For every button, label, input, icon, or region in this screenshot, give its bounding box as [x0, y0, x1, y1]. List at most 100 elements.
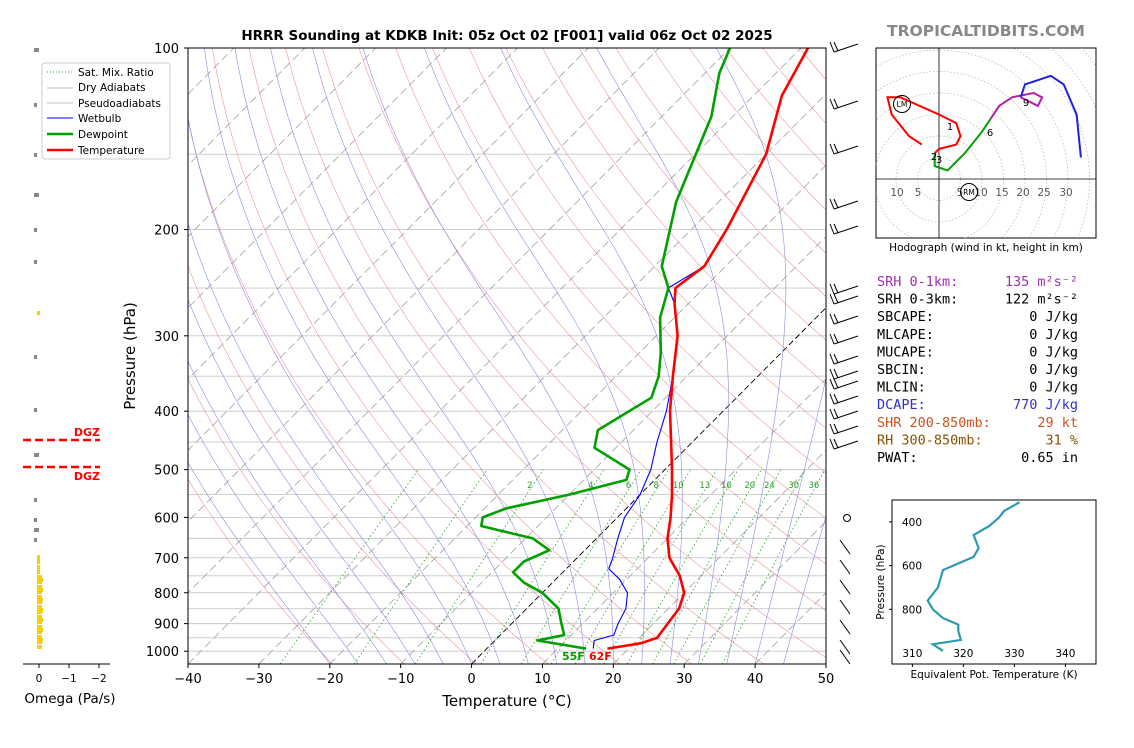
barb-flag: [833, 143, 839, 154]
hodograph-ring-label: 15: [995, 187, 1008, 199]
omega-bar: [34, 153, 37, 157]
stat-label: DCAPE:: [877, 397, 926, 413]
moist-adiabat: [234, 48, 529, 664]
dry-adiabat: [358, 48, 826, 611]
omega-tick-label: −1: [61, 673, 76, 685]
legend-entry-pseudo: Pseudoadiabats: [47, 98, 161, 110]
legend-entry-dry: Dry Adiabats: [47, 82, 146, 94]
hodograph-height-label: 2: [931, 152, 937, 163]
storm-motion-label: RM: [963, 188, 975, 197]
isotherm-line: [471, 307, 826, 664]
barb-flag: [833, 313, 839, 324]
stat-label: SHR 200-850mb:: [877, 415, 991, 431]
dry-adiabat: [188, 478, 333, 664]
stat-value: 122 m²s⁻²: [1005, 292, 1078, 308]
x-tick-label: −10: [387, 672, 414, 687]
barb-flag: [833, 368, 839, 379]
omega-bar: [37, 555, 40, 559]
barb-flag: [829, 41, 835, 53]
isotherm-line: [188, 48, 447, 309]
isotherm-line: [329, 164, 826, 664]
temperature-profile: [607, 48, 810, 650]
hodograph-ring-label: 5: [957, 187, 964, 199]
theta-e-plot: [926, 501, 1021, 652]
mixing-ratio-labels: 2 4 6 8 10 13 16 20 24 30 36: [527, 481, 819, 491]
dry-adiabat: [395, 48, 826, 565]
stat-value: 0.65 in: [1021, 450, 1078, 466]
mixing-ratio-label: 10: [673, 481, 684, 491]
wind-barb: [829, 353, 859, 365]
omega-bar: [37, 580, 42, 584]
isotherm-line: [188, 48, 589, 451]
dry-adiabat: [188, 378, 405, 664]
mixing-ratio-label: 20: [744, 481, 755, 491]
omega-bar: [37, 610, 42, 614]
barb-flag: [829, 283, 835, 295]
omega-bar: [34, 48, 39, 52]
mixing-ratio-label: 36: [808, 481, 819, 491]
barb-flag: [829, 408, 835, 420]
svg-text:Wetbulb: Wetbulb: [78, 113, 122, 125]
x-tick-label: −30: [245, 672, 272, 687]
hodograph-segment: [989, 91, 1044, 120]
omega-bar: [34, 528, 39, 532]
omega-bar: [34, 518, 37, 522]
stat-value: 0 J/kg: [1029, 362, 1078, 378]
barb-flag: [833, 423, 839, 434]
omega-bar: [34, 260, 37, 264]
omega-bar: [37, 600, 42, 604]
y-tick-label: 200: [154, 224, 179, 239]
omega-bar: [34, 408, 37, 412]
wind-barb: [829, 223, 859, 235]
hodograph-height-label: 3: [936, 155, 942, 166]
theta-e-xlabel: Equivalent Pot. Temperature (K): [910, 669, 1077, 681]
barb-flag: [833, 41, 839, 52]
barb-flag: [829, 293, 835, 305]
legend-entry-wetbulb: Wetbulb: [47, 113, 122, 125]
x-tick-label: 40: [747, 672, 764, 687]
isotherm-line: [542, 378, 826, 664]
dry-adiabat: [578, 48, 826, 341]
hodograph-ring-label: 20: [1016, 187, 1029, 199]
stat-label: MLCIN:: [877, 380, 926, 396]
omega-bar: [37, 585, 42, 589]
dry-adiabat: [285, 48, 764, 664]
storm-motion-marker: [960, 183, 978, 201]
y-tick-label: 1000: [146, 645, 179, 660]
stat-value: 29 kt: [1037, 415, 1078, 431]
dry-adiabat: [211, 48, 621, 664]
omega-tick-label: 0: [36, 673, 43, 685]
stat-value: 135 m²s⁻²: [1005, 274, 1078, 290]
legend-entry-dewpoint: Dewpoint: [47, 129, 128, 141]
hodograph-segment: [933, 118, 992, 172]
barb-flag: [833, 198, 839, 209]
barb-flag: [829, 423, 835, 435]
x-tick-label: 30: [676, 672, 693, 687]
wind-barb: [829, 98, 859, 110]
mixing-ratio-line: [480, 469, 605, 664]
stat-label: SBCAPE:: [877, 309, 934, 325]
skewt-ylabel: Pressure (hPa): [121, 302, 139, 410]
omega-bar: [37, 620, 42, 624]
barb-flag: [833, 98, 839, 109]
omega-bar: [37, 640, 42, 644]
omega-bar: [34, 193, 39, 197]
moist-adiabat: [754, 376, 826, 664]
moist-adiabat: [312, 48, 586, 664]
stat-label: MUCAPE:: [877, 344, 934, 360]
moist-adiabat: [362, 48, 614, 664]
wind-barb: [829, 393, 859, 405]
barb-flag: [833, 378, 839, 389]
svg-text:Pseudoadiabats: Pseudoadiabats: [78, 98, 161, 110]
theta-e-x-tick-label: 340: [1055, 648, 1075, 660]
moist-adiabat: [188, 116, 472, 664]
wind-barb: [829, 41, 859, 53]
omega-tick-label: −2: [91, 673, 106, 685]
wind-barb: [839, 599, 851, 615]
wind-barb: [829, 333, 859, 345]
isotherm-line: [613, 449, 826, 664]
stat-value: 770 J/kg: [1013, 397, 1078, 413]
mixing-ratio-line: [353, 469, 488, 664]
mixing-ratio-label: 6: [626, 481, 631, 491]
